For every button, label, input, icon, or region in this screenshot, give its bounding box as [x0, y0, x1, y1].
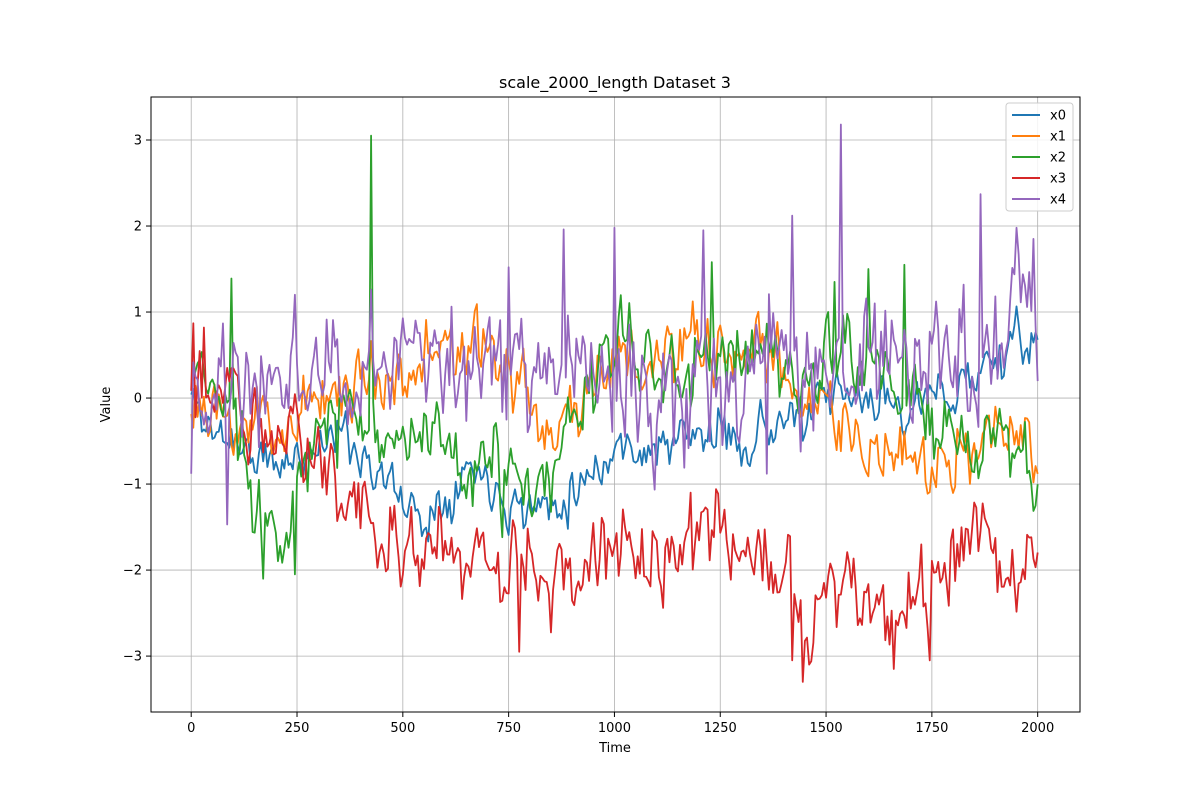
legend-label-x3: x3: [1050, 172, 1066, 187]
y-axis: −3 −2 −1 0 1 2 3: [123, 134, 151, 665]
y-tick-label: 1: [134, 306, 142, 321]
x-tick-label: 1750: [915, 721, 948, 736]
series-lines: [190, 123, 1039, 683]
x-axis-label: Time: [598, 741, 631, 756]
x-tick-label: 750: [496, 721, 521, 736]
y-tick-label: 3: [134, 134, 142, 149]
y-axis-label: Value: [99, 387, 114, 423]
x-axis: 0 250 500 750 1000 1250 1500 1750 2000: [187, 712, 1054, 736]
y-tick-label: −2: [123, 564, 142, 579]
x-tick-label: 1500: [810, 721, 843, 736]
legend: x0 x1 x2 x3 x4: [1005, 102, 1074, 212]
x-tick-label: 250: [285, 721, 310, 736]
x-tick-label: 0: [187, 721, 195, 736]
x-tick-label: 2000: [1021, 721, 1054, 736]
y-tick-label: 2: [134, 220, 142, 235]
chart-title: scale_2000_length Dataset 3: [499, 73, 731, 93]
series-line-x4: [190, 123, 1039, 526]
plot-frame: [150, 96, 1081, 713]
series-line-x2: [190, 134, 1039, 580]
legend-label-x2: x2: [1050, 151, 1066, 166]
x-tick-label: 1250: [704, 721, 737, 736]
x-tick-label: 500: [390, 721, 415, 736]
series-line-x0: [190, 305, 1039, 543]
y-tick-label: −1: [123, 478, 142, 493]
legend-label-x0: x0: [1050, 109, 1066, 124]
legend-label-x1: x1: [1050, 130, 1066, 145]
x-tick-label: 1000: [598, 721, 631, 736]
series-line-x3: [190, 322, 1039, 683]
y-tick-label: 0: [134, 392, 142, 407]
legend-label-x4: x4: [1050, 193, 1066, 208]
y-tick-label: −3: [123, 650, 142, 665]
